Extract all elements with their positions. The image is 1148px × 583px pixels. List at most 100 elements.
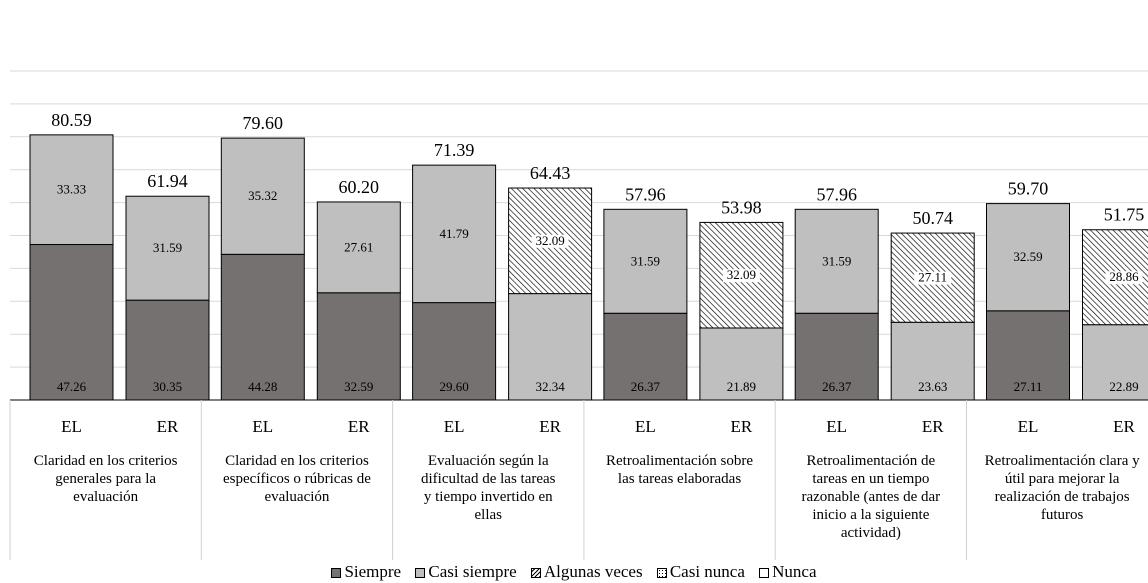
data-label: 31.59 — [822, 253, 851, 268]
bar-el-1: 47.26 33.33 80.59 — [29, 110, 114, 401]
bar-label-el: EL — [1018, 417, 1039, 436]
bar-el-5: 26.37 31.59 57.96 — [794, 184, 879, 401]
data-label-background — [531, 234, 569, 248]
legend: Siempre Casi siempre Algunas veces Casi … — [0, 562, 1148, 582]
data-label: 32.59 — [1013, 249, 1042, 264]
data-label: 26.37 — [822, 379, 852, 394]
total-label: 80.59 — [51, 110, 92, 130]
bar-label-el: EL — [826, 417, 847, 436]
total-label: 79.60 — [243, 113, 284, 133]
data-label-background — [722, 269, 760, 283]
bar-segment-casi-siempre — [316, 201, 401, 294]
legend-item-casi-nunca: Casi nunca — [656, 562, 745, 582]
bar-er-2: 32.59 27.61 60.20 — [316, 177, 401, 401]
legend-label-algunas-veces: Algunas veces — [543, 562, 643, 581]
bar-er-5: 23.63 27.11 50.74 — [890, 208, 975, 401]
stacked-bar-chart: 47.26 33.33 80.59 30.35 31.59 61.94 44.28 35.32… — [9, 70, 1148, 560]
data-label: 32.09 — [535, 233, 564, 248]
data-label: 26.37 — [631, 379, 661, 394]
data-label: 44.28 — [248, 379, 277, 394]
data-label: 47.26 — [57, 379, 87, 394]
data-label: 32.34 — [535, 379, 565, 394]
group-label-5: Retroalimentación de tareas en un tiempo r… — [802, 453, 941, 541]
bar-label-er: ER — [1113, 417, 1135, 436]
bar-el-6: 27.11 32.59 59.70 — [986, 179, 1070, 401]
bar-label-el: EL — [444, 417, 465, 436]
total-label: 60.20 — [339, 177, 380, 197]
bars: 47.26 33.33 80.59 30.35 31.59 61.94 44.28 35.32… — [29, 110, 1148, 401]
bar-segment-casi-siempre — [794, 208, 879, 314]
bar-segment-siempre — [220, 253, 305, 401]
data-label: 33.33 — [57, 182, 86, 197]
total-label: 51.75 — [1104, 205, 1145, 225]
legend-item-algunas-veces: Algunas veces — [530, 562, 643, 582]
legend-label-nunca: Nunca — [772, 562, 817, 581]
bar-segment-siempre — [316, 292, 401, 401]
bar-label-el: EL — [61, 417, 82, 436]
data-label: 29.60 — [439, 379, 468, 394]
bar-label-el: EL — [635, 417, 656, 436]
data-label: 27.11 — [918, 270, 947, 285]
legend-item-nunca: Nunca — [759, 562, 817, 582]
legend-label-casi-siempre: Casi siempre — [428, 562, 517, 581]
data-label: 32.09 — [727, 267, 756, 282]
bar-segment-casi-siempre — [29, 134, 114, 246]
bar-segment-siempre — [412, 302, 497, 401]
bar-er-3: 32.34 32.09 64.43 — [508, 163, 593, 401]
data-label: 27.61 — [344, 239, 373, 254]
legend-label-casi-nunca: Casi nunca — [669, 562, 745, 581]
legend-swatch-nunca — [759, 568, 770, 578]
group-label-4: Retroalimentación sobre las tareas elabor… — [606, 453, 753, 487]
legend-label-siempre: Siempre — [344, 562, 402, 581]
data-label: 35.32 — [248, 188, 277, 203]
group-label-6: Retroalimentación clara y útil para mejor… — [985, 453, 1140, 523]
bar-label-el: EL — [252, 417, 273, 436]
data-label-background — [914, 271, 952, 285]
bar-label-er: ER — [539, 417, 561, 436]
data-label: 30.35 — [153, 379, 182, 394]
data-label: 21.89 — [727, 379, 756, 394]
legend-item-siempre: Siempre — [331, 562, 401, 582]
bar-segment-casi-siempre — [603, 208, 688, 314]
data-label: 31.59 — [153, 240, 182, 255]
bar-segment-casi-siempre — [508, 293, 593, 401]
bar-segment-casi-siempre — [699, 327, 784, 401]
total-label: 57.96 — [816, 184, 857, 204]
legend-swatch-casi-siempre — [415, 568, 426, 578]
bar-el-3: 29.60 41.79 71.39 — [412, 140, 497, 401]
group-label-3: Evaluación según la dificultad de las tar… — [421, 453, 556, 523]
legend-swatch-casi-nunca — [656, 568, 667, 578]
bar-segment-siempre — [986, 310, 1070, 401]
data-label: 27.11 — [1014, 379, 1043, 394]
bar-segment-casi-siempre — [890, 321, 975, 401]
bar-label-er: ER — [922, 417, 944, 436]
total-label: 61.94 — [147, 171, 188, 191]
data-label: 22.89 — [1109, 379, 1138, 394]
bar-segment-casi-siempre — [220, 137, 305, 255]
total-label: 71.39 — [434, 140, 475, 160]
bar-el-2: 44.28 35.32 79.60 — [220, 113, 305, 401]
total-label: 57.96 — [625, 184, 666, 204]
group-label-2: Claridad en los criterios específicos o r… — [223, 453, 371, 505]
total-label: 59.70 — [1008, 179, 1049, 199]
total-label: 50.74 — [912, 208, 953, 228]
bar-el-4: 26.37 31.59 57.96 — [603, 184, 688, 401]
bar-er-6: 22.89 28.86 51.75 — [1082, 205, 1148, 401]
data-label: 28.86 — [1109, 269, 1139, 284]
bar-segment-casi-siempre — [986, 203, 1070, 312]
data-label: 31.59 — [631, 253, 660, 268]
bar-label-er: ER — [348, 417, 370, 436]
bar-er-4: 21.89 32.09 53.98 — [699, 197, 784, 401]
bar-label-er: ER — [157, 417, 179, 436]
bar-segment-siempre — [29, 244, 114, 401]
total-label: 64.43 — [530, 163, 571, 183]
data-label: 41.79 — [439, 226, 468, 241]
bar-er-1: 30.35 31.59 61.94 — [125, 171, 210, 401]
bar-segment-casi-siempre — [125, 195, 210, 301]
data-label: 23.63 — [918, 379, 947, 394]
bar-segment-siempre — [125, 299, 210, 401]
data-label: 32.59 — [344, 379, 373, 394]
legend-swatch-algunas-veces — [530, 568, 541, 578]
group-label-1: Claridad en los criterios generales para … — [34, 453, 178, 505]
bar-segment-siempre — [794, 312, 879, 401]
